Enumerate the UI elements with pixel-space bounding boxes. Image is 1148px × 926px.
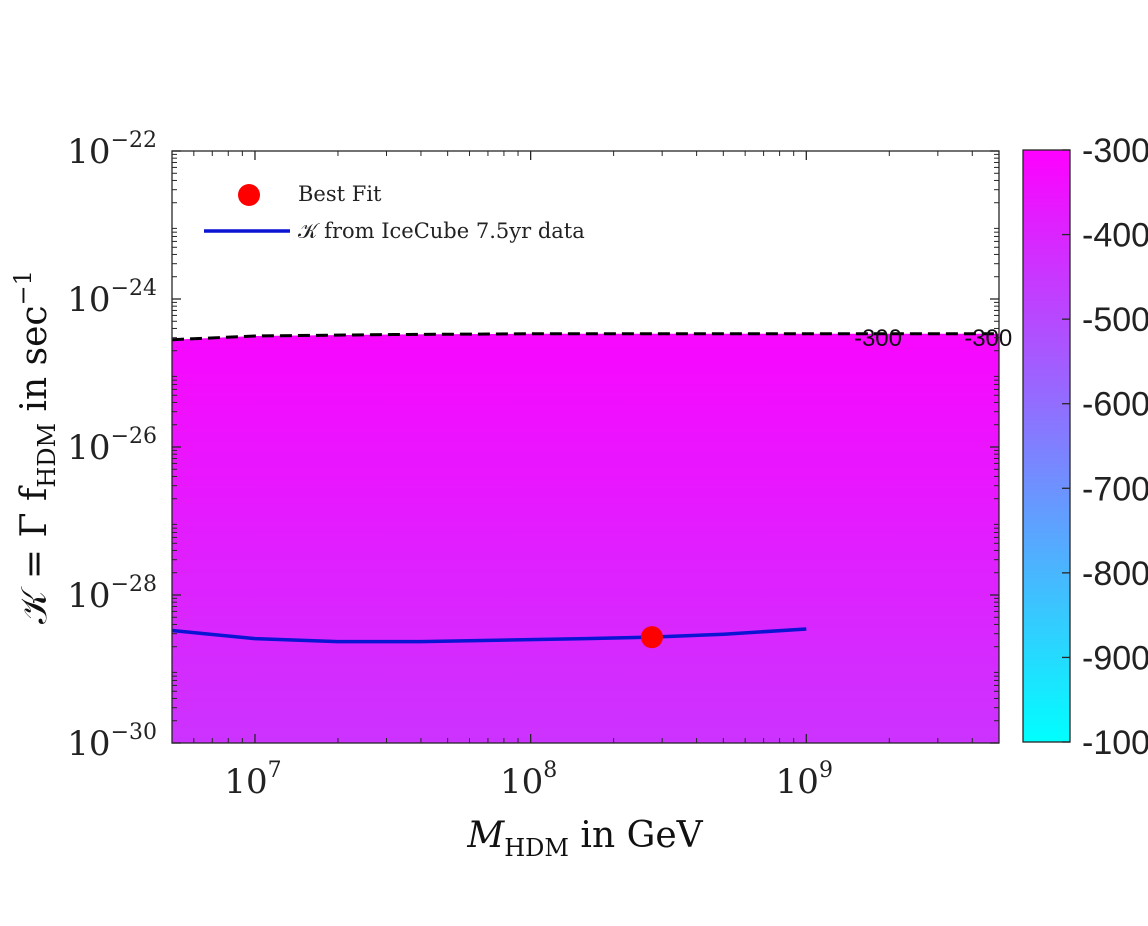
x-axis-label: MHDM in GeV xyxy=(466,815,703,862)
colorbar-tick-label: -800 xyxy=(1082,555,1148,593)
colorbar-tick-label: -600 xyxy=(1082,386,1148,424)
contour-labels: -300 -300 xyxy=(854,325,1012,352)
colorbar-tick-label: -700 xyxy=(1082,470,1148,508)
colorbar-tick-label: -400 xyxy=(1082,217,1148,255)
y-tick-labels: 10−22 10−24 10−26 10−28 10−30 xyxy=(67,128,157,764)
legend: Best Fit 𝒦 from IceCube 7.5yr data xyxy=(204,182,585,243)
colorbar-tick-label: -900 xyxy=(1082,639,1148,677)
y-tick-label: 10−26 xyxy=(67,424,157,468)
colorbar-tick-label: -1000 xyxy=(1082,724,1148,762)
x-tick-label: 108 xyxy=(500,758,557,802)
minor-ticks xyxy=(172,151,1000,743)
icecube-line xyxy=(172,627,807,644)
legend-best-fit-label: Best Fit xyxy=(298,182,382,206)
contour-line-300 xyxy=(172,332,999,342)
plot-area: -300 -300 xyxy=(171,150,1012,744)
legend-best-fit-marker xyxy=(238,184,260,206)
best-fit-point xyxy=(640,626,663,649)
y-tick-label: 10−24 xyxy=(67,276,157,320)
x-tick-label: 107 xyxy=(224,758,281,802)
legend-icecube-label: 𝒦 from IceCube 7.5yr data xyxy=(298,219,585,243)
colorbar-gradient xyxy=(1022,149,1071,743)
plot-frame xyxy=(171,150,1000,744)
filled-region xyxy=(172,333,999,743)
x-tick-label: 109 xyxy=(776,758,833,802)
y-tick-label: 10−22 xyxy=(67,128,157,172)
y-tick-label: 10−28 xyxy=(67,572,157,616)
y-tick-label: 10−30 xyxy=(67,720,157,764)
x-tick-labels: 107 108 109 xyxy=(224,758,833,802)
contour-label: -300 xyxy=(964,325,1012,352)
y-axis-label: 𝒦 = Γ fHDM in sec−1 xyxy=(9,270,61,624)
colorbar: -300 -400 -500 -600 -700 -800 -900 -1000 xyxy=(1022,132,1148,762)
colorbar-ticks: -300 -400 -500 -600 -700 -800 -900 -1000 xyxy=(1062,132,1148,762)
colorbar-tick-label: -300 xyxy=(1082,132,1148,170)
contour-label: -300 xyxy=(854,325,902,352)
colorbar-tick-label: -500 xyxy=(1082,301,1148,339)
